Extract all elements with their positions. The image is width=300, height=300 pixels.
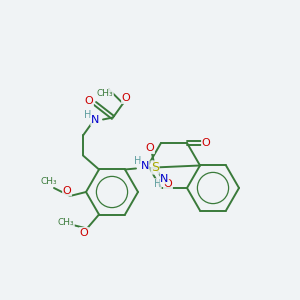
Text: O: O bbox=[202, 138, 210, 148]
Text: CH₃: CH₃ bbox=[58, 218, 74, 227]
Text: O: O bbox=[164, 179, 172, 190]
Text: S: S bbox=[151, 161, 159, 174]
Text: O: O bbox=[85, 97, 93, 106]
Text: H: H bbox=[84, 110, 92, 121]
Text: H: H bbox=[154, 179, 161, 189]
Text: CH₃: CH₃ bbox=[97, 89, 113, 98]
Text: O: O bbox=[146, 143, 154, 154]
Text: O: O bbox=[63, 186, 71, 196]
Text: N: N bbox=[91, 116, 99, 125]
Text: O: O bbox=[80, 227, 88, 238]
Text: CH₃: CH₃ bbox=[41, 178, 57, 187]
Text: N: N bbox=[141, 161, 149, 172]
Text: O: O bbox=[122, 94, 130, 103]
Text: H: H bbox=[134, 157, 142, 166]
Text: N: N bbox=[160, 174, 169, 184]
